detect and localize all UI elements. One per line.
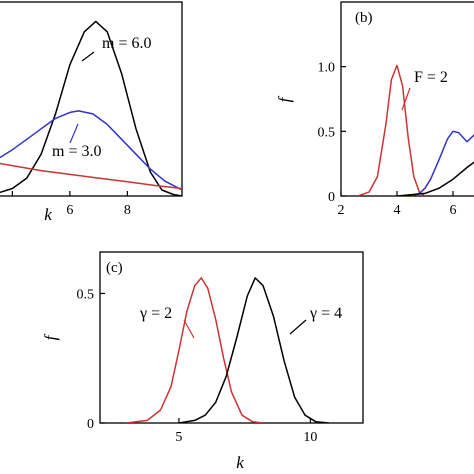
panel-a-annotation: m = 3.0 bbox=[52, 143, 101, 160]
panel-a-xlabel: k bbox=[44, 205, 52, 224]
panel-c-annotation-leader bbox=[289, 319, 307, 335]
panel-a-series-0-line bbox=[0, 20, 182, 196]
panel-b-xtick-label: 2 bbox=[338, 203, 345, 218]
panel-b-series-2-line bbox=[396, 161, 474, 196]
panel-c-annotation: γ = 4 bbox=[309, 305, 342, 322]
panel-a-annotation-leader bbox=[81, 51, 95, 62]
panel-b-xtick-label: 6 bbox=[450, 203, 457, 218]
panel-b-frame bbox=[340, 1, 474, 197]
panel-b-ytick-label: 0 bbox=[328, 190, 335, 205]
panel-b-series-1-line bbox=[410, 130, 474, 196]
panel-a-annotation: m = 6.0 bbox=[102, 35, 151, 52]
panel-c-annotation-leader bbox=[183, 319, 195, 339]
panel-c-label: (c) bbox=[106, 260, 123, 276]
panel-b-series-0-line bbox=[357, 64, 426, 196]
panel-b-annotation: F = 2 bbox=[414, 69, 448, 86]
panel-b-ytick-label: 1.0 bbox=[318, 61, 336, 76]
panel-a-xtick-label: 6 bbox=[66, 203, 73, 218]
panel-c-xtick-label: 5 bbox=[175, 430, 182, 445]
panel-a-xtick-label: 8 bbox=[124, 203, 131, 218]
panel-c-series-1-line bbox=[178, 277, 329, 423]
panel-c-annotation: γ = 2 bbox=[139, 305, 172, 322]
panel-b-xtick-label: 4 bbox=[394, 203, 401, 218]
panel-b-annotation-leader bbox=[401, 87, 411, 111]
panel-c-frame bbox=[99, 251, 364, 424]
panel-a-frame bbox=[0, 1, 183, 197]
panel-a-series-2-line bbox=[0, 162, 182, 190]
panel-c-ytick-label: 0 bbox=[87, 417, 94, 432]
panel-c-xtick-label: 10 bbox=[303, 430, 317, 445]
panel-c-ytick-label: 0.5 bbox=[77, 287, 95, 302]
panel-b-label: (b) bbox=[355, 10, 373, 26]
panel-b-ytick-label: 0.5 bbox=[318, 125, 336, 140]
panel-a-annotation-leader bbox=[69, 123, 79, 144]
panel-c-xlabel: k bbox=[236, 453, 244, 472]
panel-c-ylabel: f bbox=[41, 333, 60, 340]
panel-a-series-1-line bbox=[0, 110, 182, 191]
panel-b-ylabel: f bbox=[275, 95, 294, 102]
panel-c-series-0-line bbox=[126, 277, 264, 423]
